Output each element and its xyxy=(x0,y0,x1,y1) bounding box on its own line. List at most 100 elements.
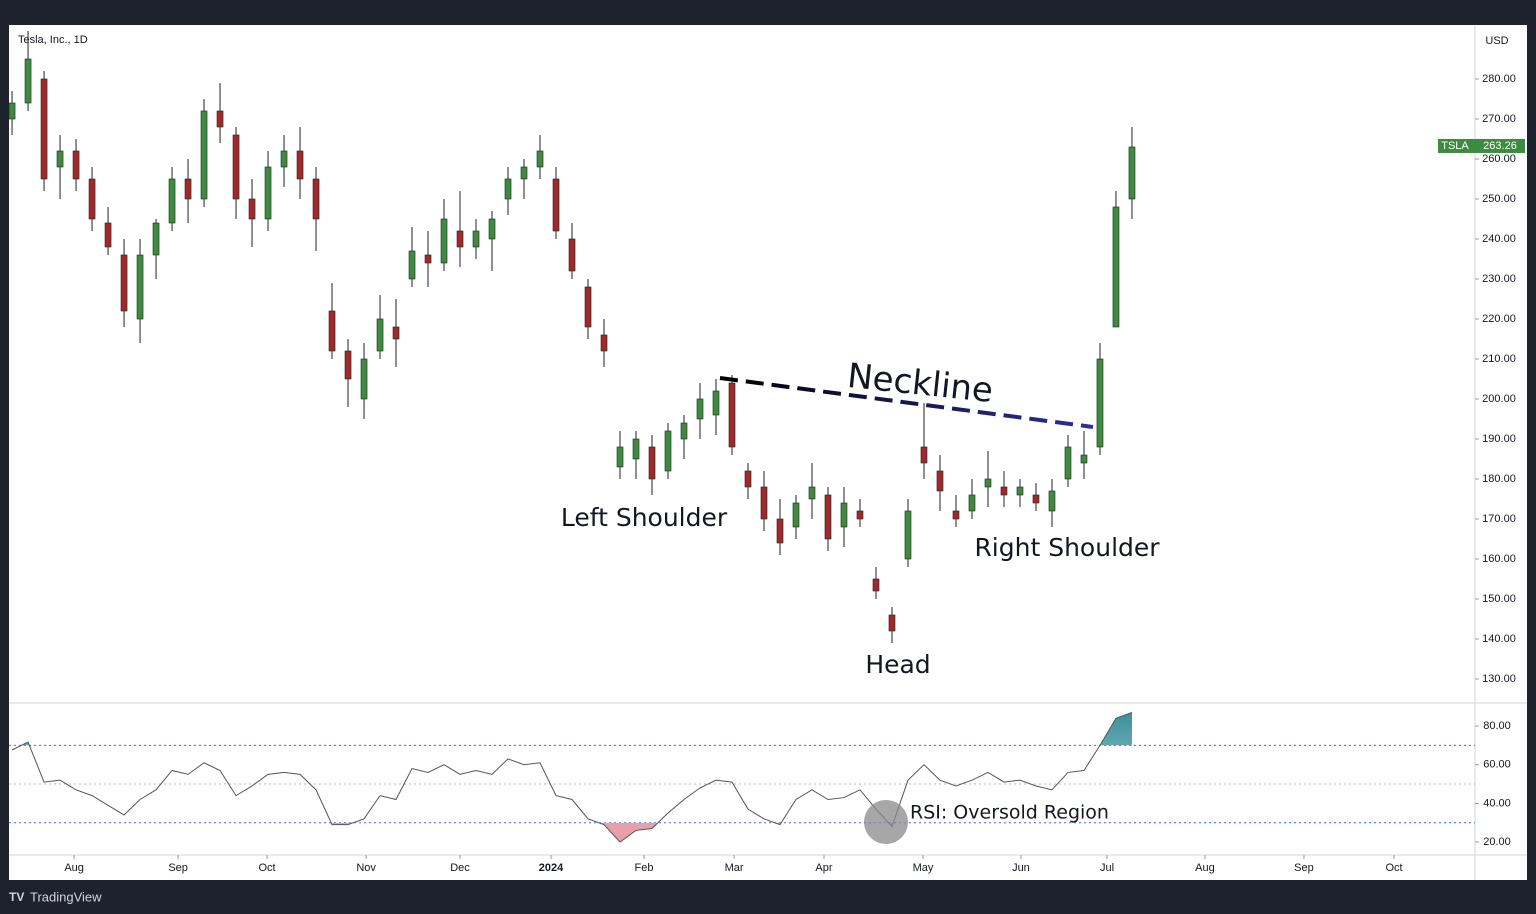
candle-body xyxy=(552,178,560,232)
candle-body xyxy=(760,486,768,520)
candle-body xyxy=(1000,486,1008,496)
candle-body xyxy=(216,110,224,128)
candle-body xyxy=(232,134,240,200)
candle-body xyxy=(104,222,112,248)
x-tick-label: Apr xyxy=(815,862,832,874)
candle-body xyxy=(168,178,176,224)
candle-body xyxy=(120,254,128,312)
candle-body xyxy=(152,222,160,256)
candle-body xyxy=(616,446,624,468)
candle-body xyxy=(984,478,992,488)
candle-body xyxy=(696,398,704,420)
candle-body xyxy=(952,510,960,520)
candle-body xyxy=(680,422,688,440)
candle-body xyxy=(248,198,256,220)
candle-body xyxy=(8,102,16,120)
candle-body xyxy=(1096,358,1104,448)
candle-body xyxy=(920,446,928,464)
candle-body xyxy=(728,382,736,448)
rsi-line xyxy=(11,712,1133,843)
x-tick-label: Oct xyxy=(1385,862,1402,874)
y-tick-label: 260.00 xyxy=(1482,153,1516,165)
y-tick-label: 200.00 xyxy=(1482,393,1516,405)
candle-body xyxy=(744,470,752,488)
y-tick-label: 280.00 xyxy=(1482,73,1516,85)
x-tick-label: Mar xyxy=(725,862,744,874)
candle-body xyxy=(376,318,384,352)
footer-brand: TradingView xyxy=(30,889,102,904)
right-shoulder-label: Right Shoulder xyxy=(974,533,1160,562)
currency-label: USD xyxy=(1485,35,1508,47)
candle-body xyxy=(392,326,400,340)
y-tick-label: 80.00 xyxy=(1483,720,1511,732)
chart-background xyxy=(9,25,1527,880)
candle-body xyxy=(72,150,80,180)
candle-body xyxy=(776,518,784,544)
candle-body xyxy=(712,390,720,416)
x-tick-label: 2024 xyxy=(539,862,564,874)
y-tick-label: 130.00 xyxy=(1482,673,1516,685)
candle-body xyxy=(456,230,464,248)
brand-logo: TV xyxy=(9,890,24,904)
candle-body xyxy=(536,150,544,168)
candle-body xyxy=(904,510,912,560)
candle-body xyxy=(280,150,288,168)
y-tick-label: 170.00 xyxy=(1482,513,1516,525)
candle-body xyxy=(504,178,512,200)
candle-body xyxy=(936,470,944,492)
x-tick-label: Jun xyxy=(1012,862,1030,874)
x-tick-label: Aug xyxy=(1195,862,1215,874)
y-tick-label: 210.00 xyxy=(1482,353,1516,365)
candle-body xyxy=(472,230,480,248)
neckline xyxy=(719,376,1094,429)
y-tick-label: 230.00 xyxy=(1482,273,1516,285)
y-tick-label: 40.00 xyxy=(1483,797,1511,809)
candle-body xyxy=(792,502,800,528)
y-tick-label: 250.00 xyxy=(1482,193,1516,205)
candle-body xyxy=(136,254,144,320)
x-tick-label: Jul xyxy=(1100,862,1114,874)
y-tick-label: 240.00 xyxy=(1482,233,1516,245)
price-label-bg xyxy=(1438,138,1525,153)
head-label: Head xyxy=(865,650,930,679)
candle-body xyxy=(56,150,64,168)
chart-title: Tesla, Inc., 1D xyxy=(18,34,88,46)
x-tick-label: Nov xyxy=(356,862,376,874)
candle-body xyxy=(1080,454,1088,464)
x-tick-label: May xyxy=(913,862,934,874)
symbol-label: TSLA xyxy=(1441,140,1469,152)
candle-body xyxy=(824,494,832,540)
y-tick-label: 150.00 xyxy=(1482,593,1516,605)
candle-body xyxy=(568,238,576,272)
y-tick-label: 160.00 xyxy=(1482,553,1516,565)
candle-body xyxy=(440,218,448,264)
y-tick-label: 20.00 xyxy=(1483,836,1511,848)
candle-body xyxy=(1128,146,1136,200)
candle-body xyxy=(296,150,304,180)
candle-body xyxy=(632,438,640,460)
candle-body xyxy=(968,494,976,512)
highlight-circle xyxy=(864,800,908,844)
candle-body xyxy=(184,178,192,200)
y-tick-label: 140.00 xyxy=(1482,633,1516,645)
x-tick-label: Feb xyxy=(635,862,654,874)
x-tick-label: Oct xyxy=(259,862,276,874)
candle-body xyxy=(584,286,592,328)
candle-body xyxy=(664,430,672,472)
candle-body xyxy=(1112,206,1120,328)
candle-body xyxy=(424,254,432,264)
x-tick-label: Sep xyxy=(1294,862,1314,874)
candle-body xyxy=(40,78,48,180)
candle-body xyxy=(200,110,208,200)
y-tick-label: 60.00 xyxy=(1483,759,1511,771)
candle-body xyxy=(888,614,896,632)
candle-body xyxy=(872,578,880,592)
candle-body xyxy=(328,310,336,352)
x-tick-label: Dec xyxy=(450,862,470,874)
price-label: 263.26 xyxy=(1483,140,1517,152)
candle-body xyxy=(312,178,320,220)
candle-body xyxy=(360,358,368,400)
candle-body xyxy=(856,510,864,520)
